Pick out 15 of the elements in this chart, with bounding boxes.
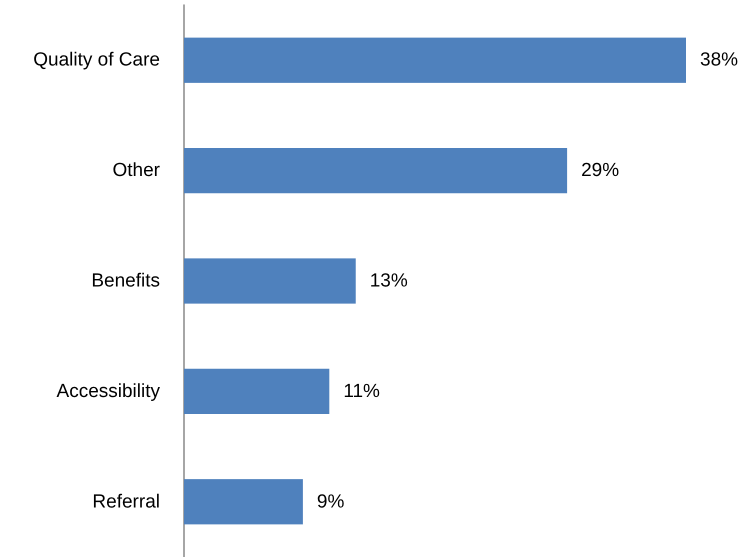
- y-tick-label: Quality of Care: [33, 50, 160, 71]
- data-label: 9%: [316, 491, 344, 512]
- data-label: 29%: [581, 160, 620, 182]
- y-tick-label: Other: [112, 160, 161, 182]
- bar: [184, 258, 356, 304]
- bar: [184, 479, 303, 524]
- y-tick-label: Benefits: [91, 270, 160, 292]
- y-tick-label: Referral: [92, 491, 160, 512]
- data-label: 38%: [700, 50, 738, 71]
- y-tick-label: Accessibility: [56, 380, 160, 402]
- bar: [184, 38, 686, 83]
- data-label: 13%: [370, 270, 408, 292]
- bar: [184, 368, 330, 414]
- bar: [184, 148, 568, 194]
- data-label: 11%: [343, 380, 380, 402]
